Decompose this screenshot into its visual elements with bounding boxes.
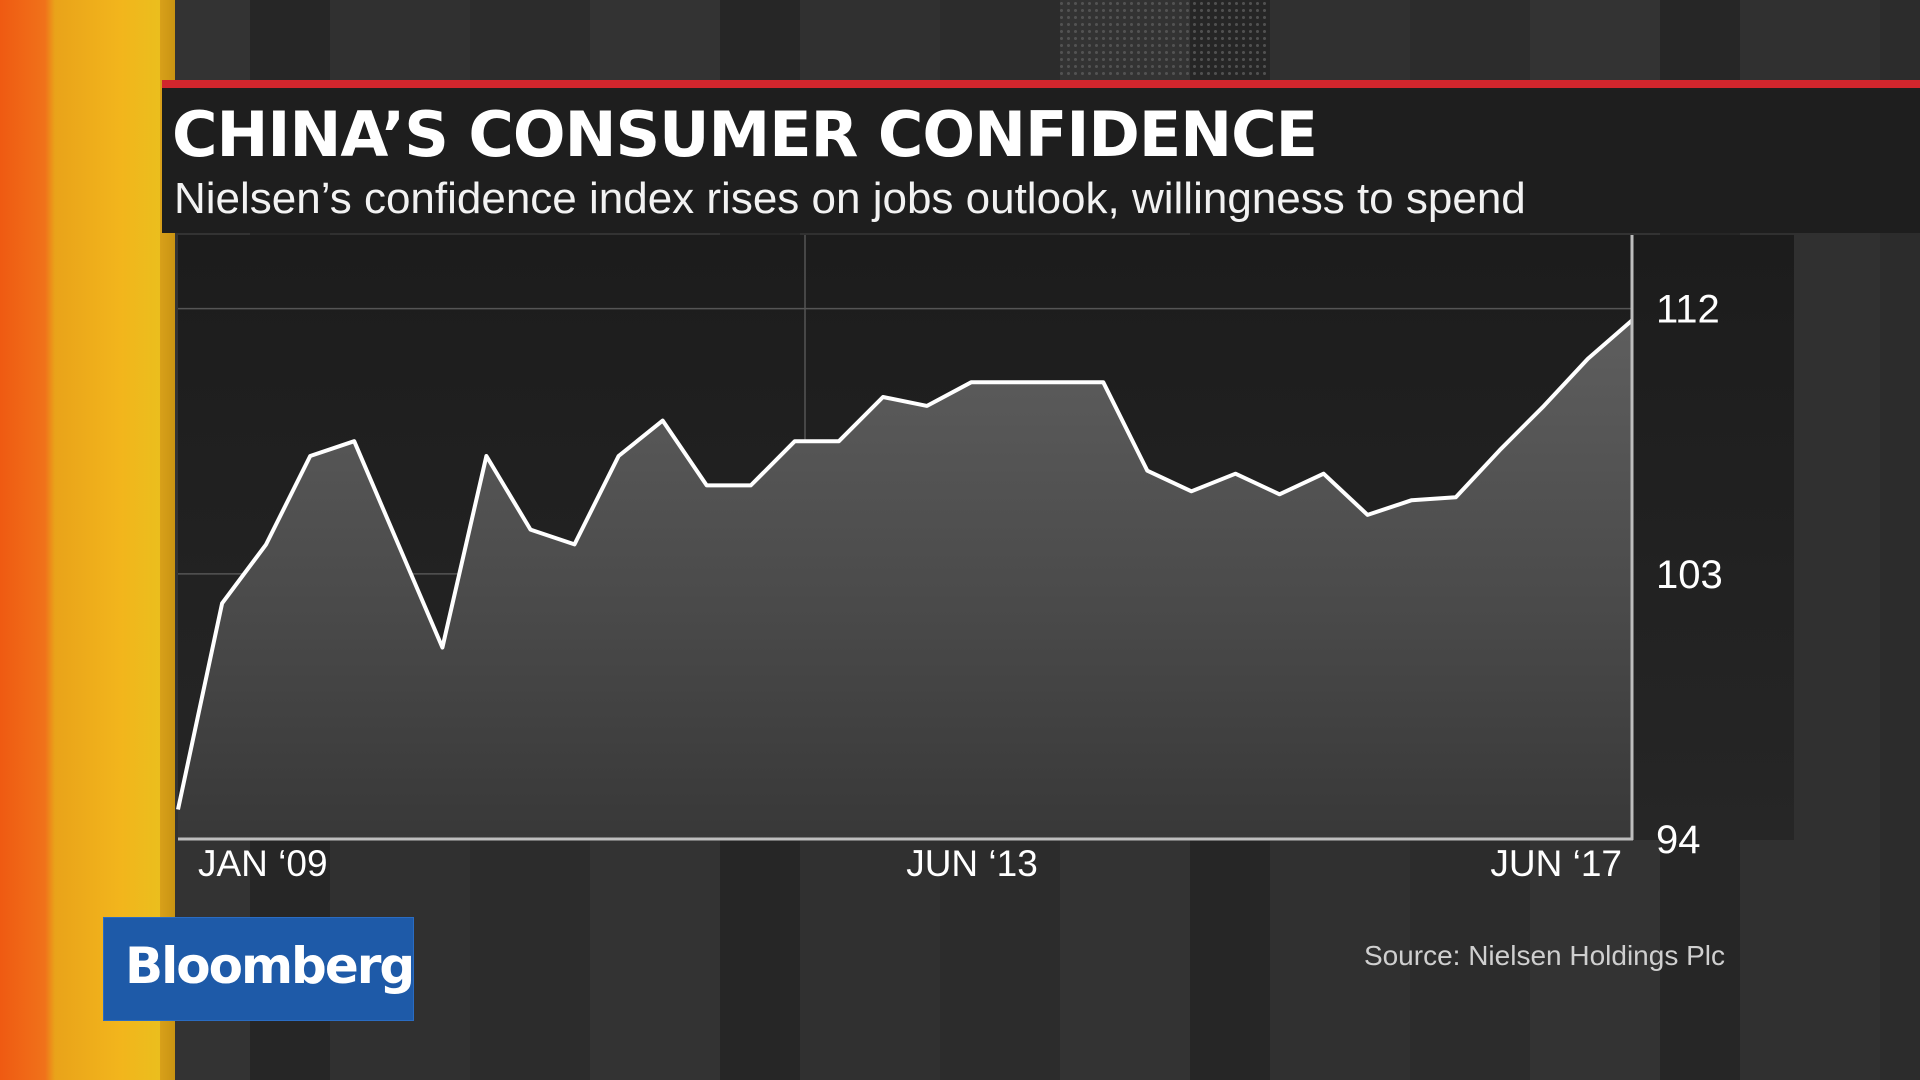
data-point xyxy=(175,807,181,813)
data-point xyxy=(616,453,622,459)
logo-text: Bloomberg xyxy=(125,937,415,995)
data-point xyxy=(307,453,313,459)
data-point xyxy=(572,541,578,547)
data-point xyxy=(1497,447,1503,453)
left-color-bar-edge xyxy=(160,0,175,1080)
data-point xyxy=(1321,471,1327,477)
data-point xyxy=(880,394,886,400)
source-note: Source: Nielsen Holdings Plc xyxy=(1363,940,1725,971)
data-point xyxy=(924,403,930,409)
data-point xyxy=(395,541,401,547)
data-point xyxy=(1541,403,1547,409)
data-point xyxy=(219,600,225,606)
x-tick-label: JUN ‘17 xyxy=(1490,843,1622,884)
data-point xyxy=(527,527,533,533)
data-point xyxy=(1232,471,1238,477)
data-point xyxy=(660,418,666,424)
left-color-bar xyxy=(0,0,175,1080)
dot-pattern-decoration xyxy=(1058,0,1270,78)
data-point xyxy=(704,482,710,488)
data-point xyxy=(1629,317,1635,323)
data-point xyxy=(1056,379,1062,385)
data-point xyxy=(836,438,842,444)
data-point xyxy=(483,453,489,459)
chart-subtitle: Nielsen’s confidence index rises on jobs… xyxy=(174,174,1526,223)
bloomberg-logo: Bloomberg xyxy=(103,917,415,1021)
data-point xyxy=(1100,379,1106,385)
data-point xyxy=(1277,491,1283,497)
data-point xyxy=(263,541,269,547)
chart-title: CHINA’S CONSUMER CONFIDENCE xyxy=(172,98,1318,171)
data-point xyxy=(1585,356,1591,362)
y-tick-label: 94 xyxy=(1656,818,1701,862)
title-panel: CHINA’S CONSUMER CONFIDENCE Nielsen’s co… xyxy=(162,80,1920,233)
y-tick-label: 103 xyxy=(1656,553,1723,597)
x-tick-label: JAN ‘09 xyxy=(198,843,328,884)
data-point xyxy=(1188,488,1194,494)
data-point xyxy=(1409,497,1415,503)
area-fill xyxy=(178,320,1632,839)
data-point xyxy=(351,438,357,444)
data-point xyxy=(439,644,445,650)
data-point xyxy=(792,438,798,444)
series-line xyxy=(176,318,1634,810)
data-point xyxy=(1144,468,1150,474)
x-tick-label: JUN ‘13 xyxy=(906,843,1038,884)
data-point xyxy=(748,482,754,488)
y-tick-label: 112 xyxy=(1656,288,1720,332)
data-point xyxy=(1453,494,1459,500)
data-point xyxy=(968,379,974,385)
data-point xyxy=(1365,512,1371,518)
data-point xyxy=(1012,379,1018,385)
